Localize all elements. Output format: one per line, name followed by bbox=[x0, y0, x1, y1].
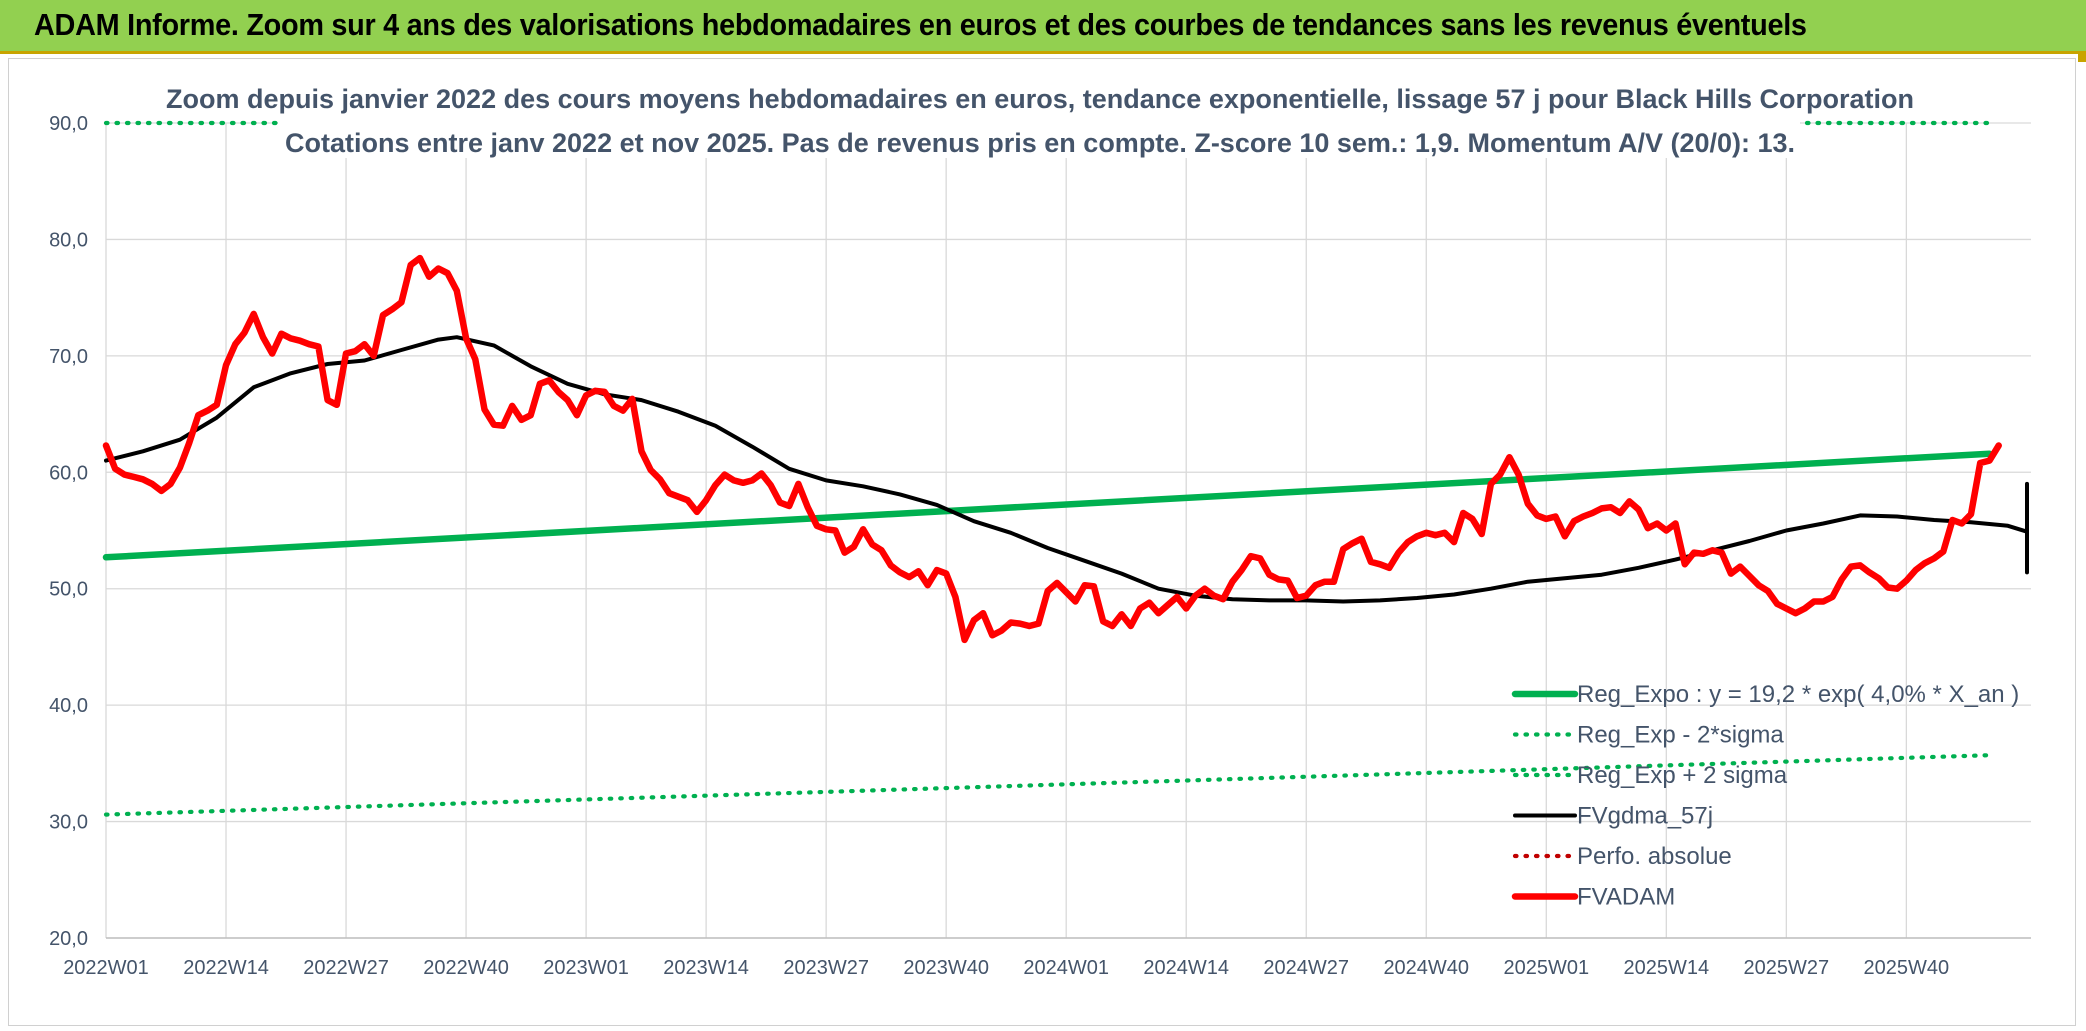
y-tick-label: 80,0 bbox=[49, 229, 88, 251]
x-tick-label: 2023W01 bbox=[543, 957, 629, 979]
x-tick-label: 2023W27 bbox=[783, 957, 869, 979]
y-tick-label: 90,0 bbox=[49, 113, 88, 135]
series-line-fvadam bbox=[102, 254, 2002, 644]
series-line-reg-expo-y-19-2-exp-4-0-x-an bbox=[102, 450, 1993, 561]
chart-title-line2: Cotations entre janv 2022 et nov 2025. P… bbox=[285, 128, 1795, 158]
x-tick-label: 2025W40 bbox=[1864, 957, 1950, 979]
x-tick-label: 2024W14 bbox=[1143, 957, 1229, 979]
x-tick-label: 2025W14 bbox=[1623, 957, 1709, 979]
x-tick-label: 2024W27 bbox=[1263, 957, 1349, 979]
x-tick-label: 2023W14 bbox=[663, 957, 749, 979]
x-tick-label: 2025W01 bbox=[1503, 957, 1589, 979]
x-axis-ticks: 2022W01 2022W14 2022W27 2022W40 2023W01 2023W… bbox=[63, 957, 1949, 979]
corner-decoration bbox=[2078, 54, 2086, 62]
legend-label: FVADAM bbox=[1577, 884, 1675, 911]
chart-frame bbox=[8, 58, 2076, 1026]
y-tick-label: 70,0 bbox=[49, 346, 88, 368]
chart-legend: Reg_Expo : y = 19,2 * exp( 4,0% * X_an )… bbox=[1511, 681, 2019, 911]
y-tick-label: 30,0 bbox=[49, 812, 88, 834]
x-tick-label: 2025W27 bbox=[1744, 957, 1830, 979]
legend-label: FVgdma_57j bbox=[1577, 803, 1713, 830]
y-tick-label: 50,0 bbox=[49, 579, 88, 601]
legend-label: Reg_Exp - 2*sigma bbox=[1577, 722, 1784, 749]
chart-title-line1: Zoom depuis janvier 2022 des cours moyen… bbox=[166, 84, 1914, 114]
legend-label: Reg_Exp + 2 sigma bbox=[1577, 762, 1788, 789]
y-tick-label: 40,0 bbox=[49, 695, 88, 717]
grid-lines bbox=[105, 122, 2031, 939]
report-banner: ADAM Informe. Zoom sur 4 ans des valoris… bbox=[0, 0, 2086, 54]
x-tick-label: 2023W40 bbox=[903, 957, 989, 979]
x-tick-label: 2022W27 bbox=[303, 957, 389, 979]
x-tick-label: 2022W14 bbox=[183, 957, 269, 979]
y-tick-label: 20,0 bbox=[49, 928, 88, 950]
x-tick-label: 2024W01 bbox=[1023, 957, 1109, 979]
series-line-reg-exp-2-sigma bbox=[103, 753, 1992, 817]
title-backdrop bbox=[278, 78, 1800, 158]
x-tick-label: 2024W40 bbox=[1383, 957, 1469, 979]
x-tick-label: 2022W40 bbox=[423, 957, 509, 979]
legend-label: Perfo. absolue bbox=[1577, 843, 1732, 870]
series-line-fvgdma-57j bbox=[104, 335, 2029, 604]
report-title: ADAM Informe. Zoom sur 4 ans des valoris… bbox=[34, 7, 1807, 42]
x-tick-label: 2022W01 bbox=[63, 957, 149, 979]
legend-label: Reg_Expo : y = 19,2 * exp( 4,0% * X_an ) bbox=[1577, 681, 2019, 708]
y-axis-ticks: 20,0 30,0 40,0 50,0 60,0 70,0 80,0 90,0 bbox=[49, 113, 88, 950]
y-tick-label: 60,0 bbox=[49, 462, 88, 484]
